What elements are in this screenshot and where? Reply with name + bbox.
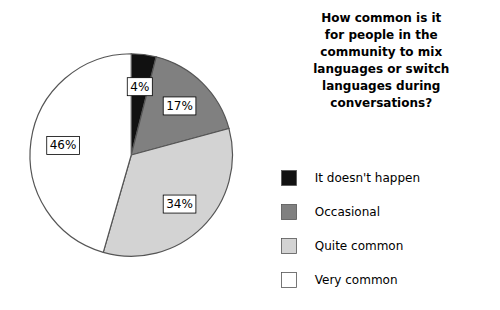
data-label-box	[163, 97, 196, 115]
legend-swatch	[282, 273, 297, 288]
title: How common is it for people in the communi…	[313, 11, 449, 110]
title-line: community to mix	[320, 45, 442, 59]
data-label-box	[127, 78, 152, 96]
title-line: for people in the	[325, 28, 438, 42]
data-label-box	[163, 195, 196, 213]
data-label-group: 17%	[163, 97, 196, 115]
title-line: How common is it	[321, 11, 441, 25]
legend-label: Quite common	[315, 239, 404, 253]
chart: 4% 17% 34% 46% How common is it for people in…	[0, 0, 500, 310]
legend-swatch	[282, 205, 297, 220]
data-label: 34%	[166, 197, 193, 211]
pie	[30, 54, 233, 257]
title-line: languages during	[322, 79, 440, 93]
data-label-group: 34%	[163, 195, 196, 213]
data-label: 46%	[50, 138, 77, 152]
data-label: 4%	[130, 80, 149, 94]
title-line: languages or switch	[313, 62, 449, 76]
data-label-group: 46%	[47, 136, 80, 154]
title-line: conversations?	[330, 96, 432, 110]
legend-swatch	[282, 239, 297, 254]
legend-label: It doesn't happen	[315, 171, 420, 185]
data-label-box	[47, 136, 80, 154]
legend: It doesn't happen Occasional Quite common V…	[282, 171, 421, 288]
data-label-group: 4%	[127, 78, 152, 96]
legend-label: Occasional	[315, 205, 380, 219]
data-labels: 4% 17% 34% 46%	[47, 78, 196, 213]
data-label: 17%	[166, 99, 193, 113]
pie-slice	[30, 54, 131, 253]
legend-swatch	[282, 171, 297, 186]
legend-label: Very common	[315, 273, 398, 287]
